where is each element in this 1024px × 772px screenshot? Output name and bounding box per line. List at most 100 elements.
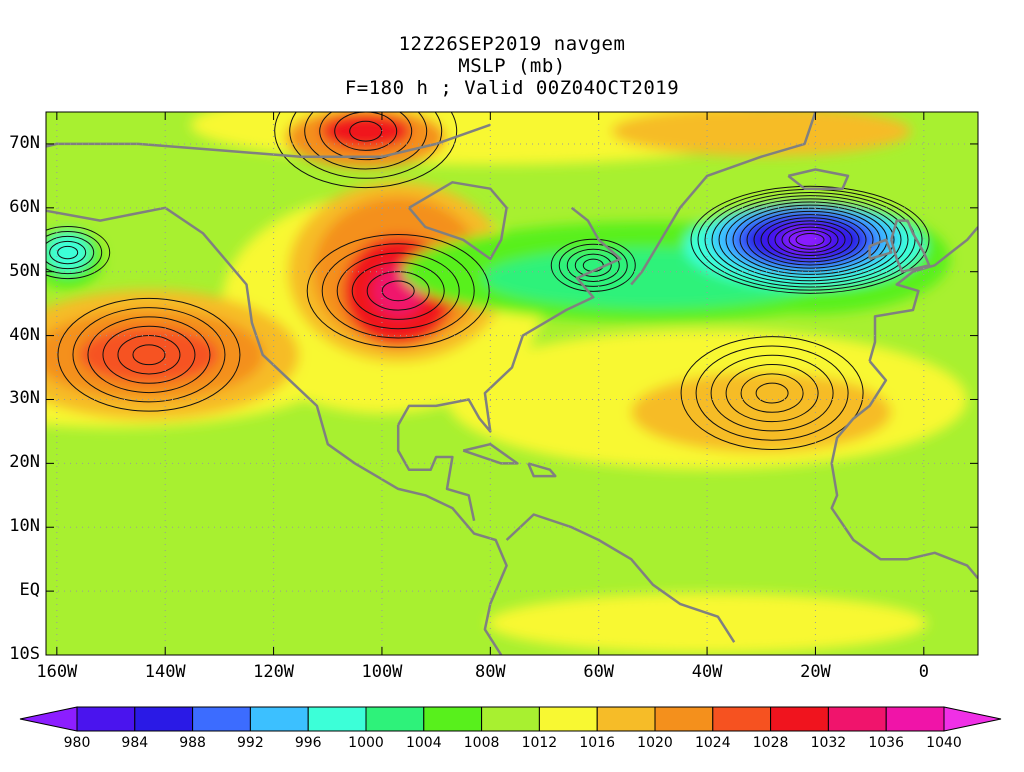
lat-label-0: 70N [9, 132, 40, 153]
isobar-1-2 [566, 248, 620, 282]
isobar-0-7 [746, 210, 874, 269]
coastline-3 [505, 513, 736, 643]
isobar-1-4 [550, 238, 636, 292]
coastline-10 [462, 442, 519, 465]
isobar-6-5 [680, 336, 864, 451]
isobar-0-6 [753, 214, 867, 266]
isobar-4-2 [351, 261, 445, 320]
lat-label-5: 20N [9, 452, 40, 473]
isobar-6-4 [695, 345, 849, 441]
lat-label-1: 60N [9, 196, 40, 217]
isobar-0-15 [690, 185, 930, 294]
isobar-5-5 [274, 112, 458, 189]
colorbar-label-6: 1004 [405, 735, 442, 751]
colorbar-label-8: 1012 [521, 735, 558, 751]
lat-label-3: 40N [9, 324, 40, 345]
isobar-2-4 [46, 226, 111, 280]
colorbar-box-4 [307, 706, 367, 732]
isobar-3-4 [72, 307, 226, 403]
colorbar-label-12: 1028 [752, 735, 789, 751]
isobar-0-0 [795, 232, 825, 247]
coastline-2 [396, 425, 476, 522]
isobar-6-3 [710, 354, 834, 432]
isobar-6-2 [725, 364, 819, 423]
coastline-9 [830, 360, 978, 580]
colorbar-box-7 [481, 706, 540, 732]
isobar-0-10 [725, 201, 895, 279]
colorbar-box-11 [712, 706, 772, 732]
isobar-6-0 [755, 382, 789, 404]
isobar-2-0 [57, 245, 79, 260]
isobar-3-0 [132, 344, 166, 366]
lat-label-6: 10N [9, 516, 40, 537]
pressure-region-4 [487, 593, 928, 654]
isobar-5-4 [289, 112, 443, 179]
graticule [46, 112, 978, 655]
pressure-region-14 [320, 113, 411, 150]
colorbar-label-15: 1040 [926, 735, 962, 751]
colorbar-box-13 [827, 706, 887, 732]
isobar-2-2 [46, 235, 95, 270]
isobar-4-3 [336, 252, 460, 330]
isobar-0-5 [760, 217, 860, 263]
colorbar [19, 706, 1002, 732]
isobar-0-13 [704, 192, 916, 288]
isobar-0-4 [767, 220, 853, 260]
colorbar-box-1 [134, 706, 194, 732]
pressure-field [46, 112, 978, 655]
isobar-4-1 [366, 271, 430, 311]
lon-label-7: 20W [800, 662, 831, 682]
colorbar-label-11: 1024 [694, 735, 731, 751]
axis-ticks [46, 112, 978, 656]
isobar-2-1 [49, 240, 87, 265]
coastline-11 [527, 462, 557, 478]
isobars [46, 112, 930, 451]
colorbar-box-12 [770, 706, 829, 732]
lon-label-8: 0 [918, 662, 929, 682]
isobar-0-1 [788, 229, 832, 250]
colorbar-label-10: 1020 [637, 735, 673, 751]
map-frame [45, 111, 979, 656]
coastline-5 [787, 168, 850, 190]
coastline-0 [46, 206, 508, 655]
coastline-7 [890, 219, 931, 273]
lat-label-8: 10S [9, 644, 40, 664]
isobar-0-3 [774, 223, 846, 257]
lat-label-7: EQ [19, 580, 40, 601]
isobar-0-11 [718, 198, 902, 282]
coastline-8 [868, 238, 893, 261]
pressure-region-12 [78, 326, 219, 383]
isobar-0-8 [739, 207, 881, 272]
isobar-6-1 [740, 373, 804, 413]
colorbar-box-0 [76, 706, 136, 732]
colorbar-label-0: 980 [63, 735, 91, 751]
isobar-4-4 [321, 243, 475, 339]
lon-label-1: 140W [144, 662, 186, 682]
isobar-5-2 [319, 112, 413, 161]
colorbar-box-3 [249, 706, 309, 732]
isobar-1-3 [558, 243, 628, 287]
isobar-5-0 [349, 120, 383, 142]
title-variable: MSLP (mb) [458, 55, 566, 77]
isobar-5-3 [304, 112, 428, 170]
isobar-3-3 [87, 316, 211, 394]
colorbar-box-14 [885, 706, 945, 732]
colorbar-label-3: 992 [237, 735, 264, 751]
colorbar-box-2 [192, 706, 251, 732]
colorbar-box-5 [365, 706, 425, 732]
coastline-13 [408, 181, 508, 261]
colorbar-label-7: 1008 [463, 735, 500, 751]
colorbar-arrow-low [19, 706, 78, 732]
colorbar-label-13: 1032 [810, 735, 847, 751]
lat-label-2: 50N [9, 260, 40, 281]
isobar-4-5 [306, 233, 490, 348]
colorbar-arrow-high [943, 706, 1002, 732]
coastline-6 [868, 226, 978, 362]
map-title: 12Z26SEP2019 navgem MSLP (mb) F=180 h ; … [0, 33, 1024, 99]
colorbar-label-2: 988 [179, 735, 206, 751]
title-run-info: 12Z26SEP2019 navgem [398, 33, 626, 55]
isobar-5-1 [334, 112, 398, 151]
pressure-region-8 [611, 112, 912, 157]
